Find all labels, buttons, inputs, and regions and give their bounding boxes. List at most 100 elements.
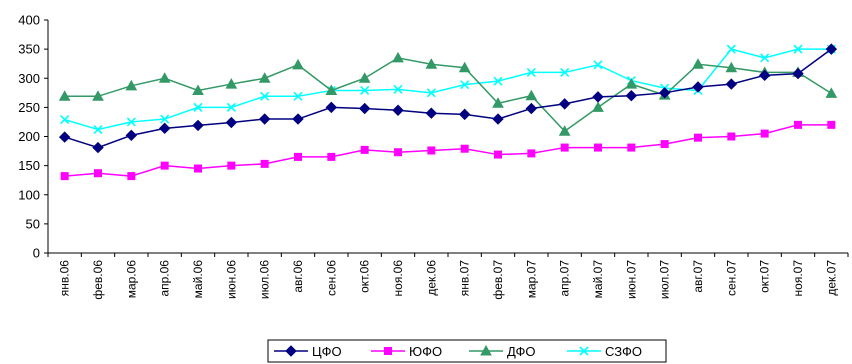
- series-ДФО: [58, 51, 838, 136]
- series-line: [64, 124, 832, 177]
- series-layer: [58, 43, 838, 181]
- data-point: [358, 102, 371, 115]
- x-tick-label: сен.06: [324, 260, 338, 296]
- data-point: [392, 104, 404, 116]
- data-point: [725, 78, 738, 90]
- x-tick-label: июл.07: [658, 260, 672, 299]
- legend-label: СЗФО: [605, 344, 642, 359]
- legend-entry: ДФО: [469, 344, 536, 359]
- legend-swatch-marker: [384, 347, 392, 355]
- x-tick-label: окт.06: [358, 260, 372, 293]
- x-tick-label: сен.07: [724, 260, 738, 296]
- data-point: [226, 102, 236, 112]
- data-point: [592, 101, 604, 112]
- data-point: [192, 84, 204, 95]
- legend-entry: СЗФО: [567, 344, 642, 359]
- x-tick-label: июн.07: [624, 260, 638, 299]
- data-point: [258, 113, 271, 125]
- data-point: [325, 84, 338, 95]
- data-point: [58, 90, 71, 101]
- y-tick-label: 350: [18, 42, 40, 57]
- data-point: [94, 169, 102, 178]
- data-point: [426, 88, 436, 98]
- series-ЦФО: [58, 43, 838, 154]
- y-tick-label: 100: [18, 187, 40, 202]
- data-point: [758, 69, 771, 82]
- data-point: [592, 91, 604, 103]
- data-point: [526, 67, 536, 77]
- data-point: [493, 76, 503, 86]
- data-point: [192, 119, 204, 132]
- x-tick-label: фев.06: [91, 260, 105, 300]
- data-point: [358, 72, 371, 83]
- data-point: [260, 159, 269, 168]
- data-point: [458, 108, 471, 121]
- legend-label: ЮФО: [409, 344, 442, 359]
- data-point: [125, 79, 138, 91]
- data-point: [394, 148, 402, 157]
- x-tick-label: мар.06: [124, 260, 138, 299]
- data-point: [627, 143, 636, 152]
- y-tick-label: 200: [18, 129, 40, 144]
- data-point: [492, 113, 504, 125]
- data-point: [560, 67, 570, 77]
- y-tick-label: 250: [18, 100, 40, 115]
- data-point: [294, 152, 302, 161]
- data-point: [658, 87, 671, 99]
- data-point: [160, 161, 169, 170]
- x-tick-label: дек.07: [824, 260, 838, 296]
- legend-swatch-marker: [480, 344, 492, 356]
- x-tick-label: май.06: [191, 260, 205, 299]
- data-point: [258, 72, 271, 83]
- data-point: [525, 89, 538, 101]
- data-point: [227, 161, 236, 170]
- data-point: [794, 120, 802, 129]
- data-point: [760, 129, 769, 138]
- x-tick-label: ноя.06: [391, 260, 405, 297]
- series-line: [64, 48, 832, 149]
- data-point: [725, 61, 738, 73]
- data-point: [660, 140, 669, 149]
- data-point: [594, 143, 602, 152]
- data-point: [160, 114, 170, 124]
- data-point: [460, 80, 470, 90]
- legend-swatch-marker: [579, 346, 589, 356]
- legend-label: ЦФО: [312, 344, 342, 359]
- data-point: [360, 85, 370, 96]
- series-line: [64, 48, 832, 131]
- data-point: [92, 90, 104, 101]
- y-axis: 0 50 100 150 200 250 300 350 400: [18, 13, 49, 261]
- data-point: [127, 172, 136, 181]
- legend-entry: ЮФО: [371, 344, 442, 359]
- data-point: [425, 107, 438, 119]
- data-point: [293, 91, 303, 101]
- y-tick-label: 300: [18, 71, 40, 86]
- y-tick-label: 400: [18, 13, 40, 28]
- legend-label: ДФО: [507, 344, 536, 359]
- data-point: [760, 53, 770, 63]
- series-СЗФО: [60, 44, 836, 135]
- data-point: [560, 143, 569, 152]
- data-point: [558, 125, 571, 136]
- x-tick-label: июн.06: [224, 260, 238, 299]
- x-tick-label: апр.06: [158, 260, 172, 297]
- y-tick-label: 0: [33, 246, 40, 261]
- data-point: [425, 58, 438, 69]
- data-point: [158, 122, 171, 135]
- data-point: [158, 72, 171, 83]
- data-point: [292, 58, 304, 70]
- data-point: [458, 61, 471, 73]
- data-point: [593, 60, 603, 70]
- data-point: [527, 149, 536, 158]
- x-tick-label: фев.07: [491, 260, 505, 300]
- data-point: [694, 133, 702, 142]
- legend-box: [267, 339, 667, 363]
- x-tick-label: апр.07: [558, 260, 572, 297]
- data-point: [427, 146, 436, 155]
- data-point: [393, 84, 403, 94]
- data-point: [494, 150, 502, 159]
- data-point: [60, 172, 69, 181]
- data-point: [692, 81, 704, 93]
- data-point: [827, 120, 836, 129]
- data-point: [793, 44, 803, 54]
